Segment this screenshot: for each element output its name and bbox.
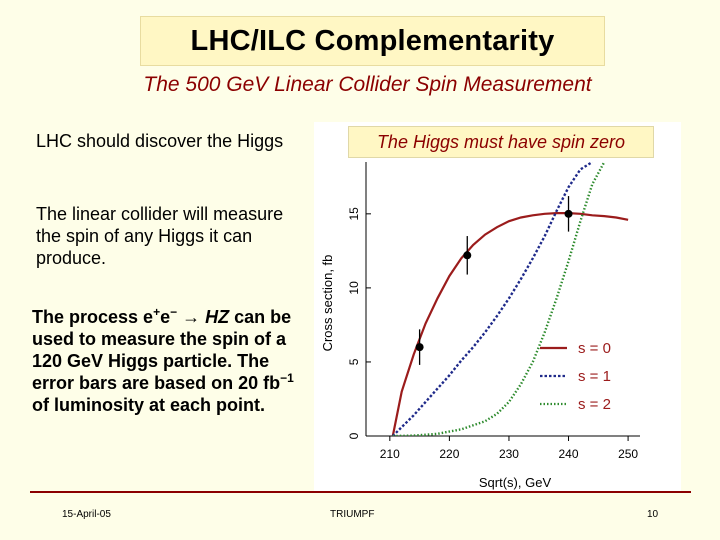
process-hz: HZ — [205, 307, 230, 327]
bullet-lhc-discovery: LHC should discover the Higgs — [36, 131, 284, 151]
slide-subtitle: The 500 GeV Linear Collider Spin Measure… — [143, 73, 592, 96]
plot-panel — [314, 122, 681, 492]
x-tick-label: 210 — [380, 447, 400, 461]
y-axis-label: Cross section, fb — [320, 255, 335, 352]
series-group — [391, 162, 629, 436]
y-tick-label: 0 — [347, 432, 361, 439]
x-tick-label: 250 — [618, 447, 638, 461]
x-tick-label: 230 — [499, 447, 519, 461]
bullet-process: The process e+e− → HZ can be used to mea… — [32, 306, 297, 416]
electron-sign: − — [170, 305, 178, 319]
series-line-s0 — [391, 212, 629, 436]
footer-page-number: 10 — [647, 509, 659, 520]
footer-divider — [30, 491, 691, 493]
legend-label-s1: s = 1 — [578, 368, 611, 385]
series-line-s1 — [391, 162, 593, 436]
inverse-fb-exponent: −1 — [280, 371, 294, 385]
spin-zero-callout: The Higgs must have spin zero — [348, 126, 654, 158]
legend-label-s0: s = 0 — [578, 340, 611, 357]
process-text-mid: e — [160, 307, 171, 327]
positron-sign: + — [153, 305, 161, 319]
series-line-s2 — [392, 162, 606, 436]
process-text-pre: The process e — [32, 307, 154, 327]
y-tick-label: 5 — [347, 358, 361, 365]
arrow-glyph: → — [177, 307, 206, 327]
measurement-point — [463, 251, 472, 260]
process-text-post: can be used to measure the spin of a 120… — [32, 307, 292, 393]
legend-label-s2: s = 2 — [578, 396, 611, 413]
footer-date: 15-April-05 — [62, 509, 111, 520]
x-axis-label: Sqrt(s), GeV — [479, 475, 552, 490]
measurement-point — [415, 343, 424, 352]
process-text-tail: of luminosity at each point. — [32, 395, 266, 415]
x-tick-label: 240 — [559, 447, 579, 461]
y-tick-label: 15 — [347, 207, 361, 221]
bullet-linear-collider: The linear collider will measure the spi… — [36, 204, 284, 268]
x-tick-label: 220 — [439, 447, 459, 461]
footer-organization: TRIUMPF — [330, 509, 375, 520]
y-tick-label: 10 — [347, 281, 361, 295]
slide-title: LHC/ILC Complementarity — [140, 16, 605, 66]
measurement-point — [564, 209, 573, 218]
